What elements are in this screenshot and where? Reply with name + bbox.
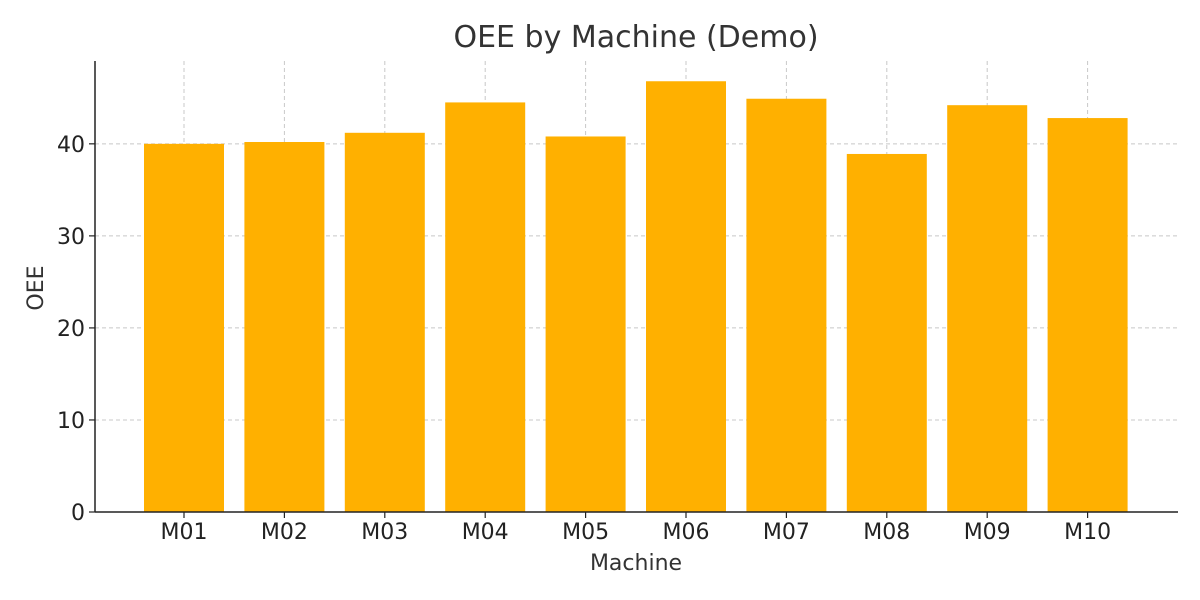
y-tick-label: 0	[71, 501, 85, 526]
x-tick-label: M05	[562, 520, 609, 545]
x-tick-label: M10	[1064, 520, 1111, 545]
bar-m06	[646, 81, 726, 513]
bar-m09	[947, 105, 1028, 512]
bar-m07	[746, 98, 827, 513]
bar-m10	[1047, 118, 1128, 512]
bar-m03	[344, 132, 425, 512]
x-tick-label: M04	[462, 520, 509, 545]
x-tick-label: M02	[261, 520, 308, 545]
bar-m05	[545, 136, 626, 513]
x-tick-label: M06	[663, 520, 710, 545]
x-axis-label: Machine	[590, 551, 682, 576]
y-tick-label: 30	[57, 225, 85, 250]
x-tick-labels: M01 M02 M03 M04 M05 M06 M07 M08 M09 M10	[161, 512, 1111, 545]
bar-m02	[244, 141, 325, 513]
axes	[94, 61, 1178, 513]
x-tick-label: M01	[161, 520, 208, 545]
bar-m08	[846, 153, 927, 512]
x-tick-label: M09	[964, 520, 1011, 545]
chart-title: OEE by Machine (Demo)	[453, 20, 818, 55]
y-tick-label: 20	[57, 317, 85, 342]
bar-m01	[144, 143, 224, 512]
y-tick-label: 10	[57, 409, 85, 434]
x-tick-label: M08	[863, 520, 910, 545]
bars	[144, 81, 1128, 513]
x-tick-label: M03	[361, 520, 408, 545]
x-tick-label: M07	[763, 520, 810, 545]
y-axis-label: OEE	[24, 265, 49, 310]
bar-m04	[445, 102, 526, 512]
y-tick-label: 40	[57, 133, 85, 158]
y-tick-labels: 0 10 20 30 40	[57, 133, 95, 526]
